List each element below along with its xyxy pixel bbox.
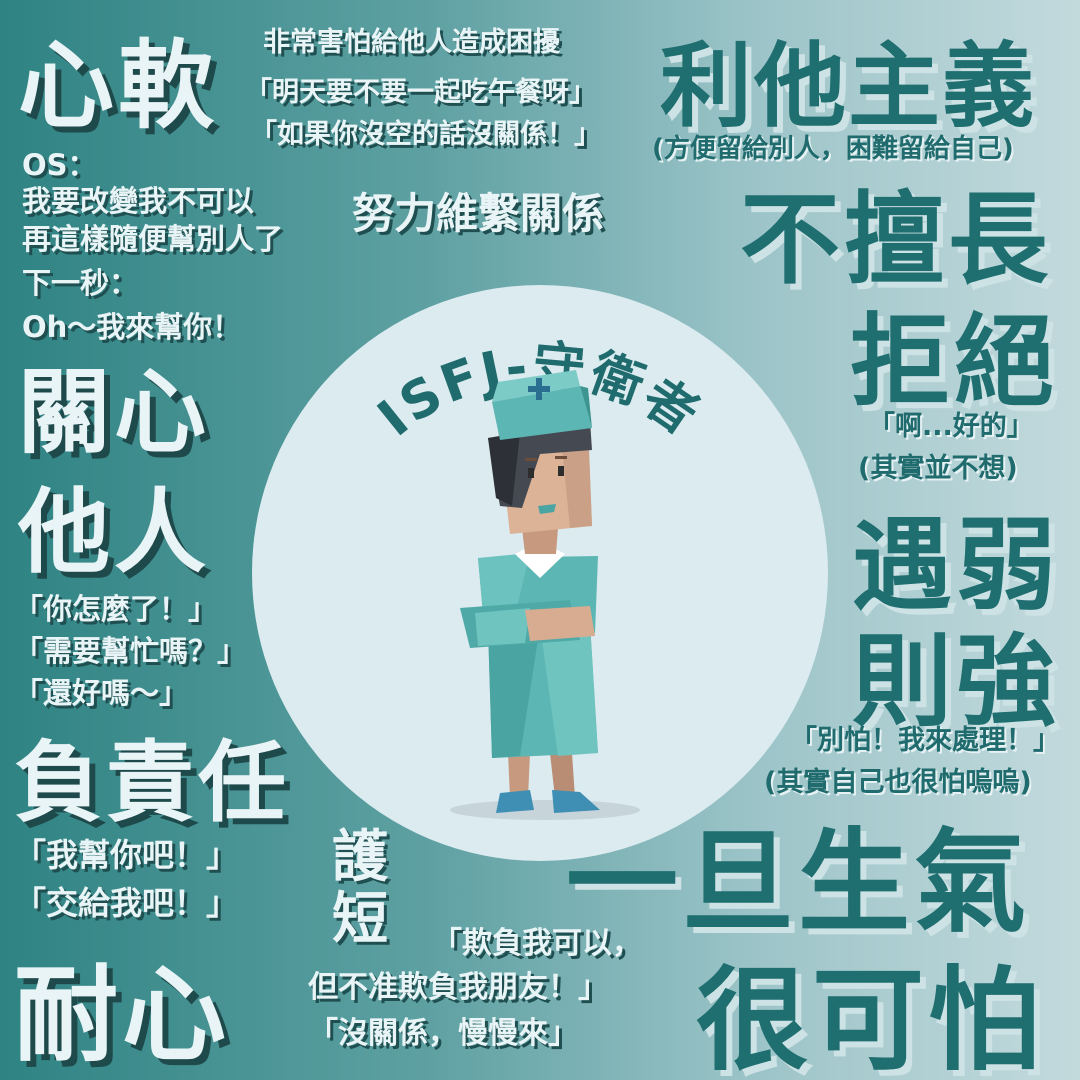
- os-line-2: 再這樣隨便幫別人了: [22, 222, 284, 256]
- scared-note: (其實自己也很怕嗚嗚): [764, 767, 1032, 798]
- slowly-quote: 「沒關係，慢慢來」: [308, 1016, 578, 1051]
- bully-quote-2: 但不准欺負我朋友！」: [308, 970, 608, 1005]
- no-time-text: 「如果你沒空的話沒關係！」: [250, 119, 601, 150]
- soft-heart-heading: 心軟: [18, 30, 218, 142]
- care-quote-2: 「需要幫忙嗎？」: [14, 634, 247, 668]
- not-good-heading-2: 拒絕: [850, 303, 1058, 420]
- next-second-label: 下一秒：: [22, 266, 139, 300]
- help-you-quote: 「我幫你吧！」: [14, 836, 239, 874]
- protective-char-2: 短: [332, 887, 388, 952]
- lunch-question-text: 「明天要不要一起吃午餐呀」: [245, 77, 596, 108]
- angry-heading-1: 一旦生氣: [566, 818, 1030, 948]
- os-label: OS：: [22, 148, 97, 182]
- oh-help-text: Oh～我來幫你！: [22, 310, 242, 344]
- leave-to-me-quote: 「交給我吧！」: [14, 884, 239, 922]
- nurse-figure: [450, 370, 640, 820]
- os-line-1: 我要改變我不可以: [22, 184, 255, 218]
- not-want-note: (其實並不想): [858, 453, 1018, 484]
- care-quote-1: 「你怎麼了！」: [14, 592, 218, 626]
- protective-char-1: 護: [332, 825, 388, 890]
- maintain-relations-heading: 努力維繫關係: [352, 189, 605, 238]
- dont-fear-quote: 「別怕！我來處理！」: [790, 725, 1060, 756]
- care-heading-1: 關心: [18, 359, 211, 466]
- care-heading-2: 他人: [18, 479, 211, 586]
- weak-heading-2: 則強: [852, 623, 1060, 740]
- responsible-heading: 負責任: [14, 731, 291, 834]
- altruism-heading: 利他主義: [660, 33, 1037, 140]
- ah-ok-quote: 「啊...好的」: [868, 411, 1034, 442]
- weak-heading-1: 遇弱: [852, 507, 1060, 624]
- care-quote-3: 「還好嗎～」: [14, 676, 189, 710]
- not-good-heading-1: 不擅長: [740, 181, 1052, 298]
- patience-heading: 耐心: [14, 954, 231, 1076]
- altruism-note: (方便留給別人，困難留給自己): [652, 134, 1014, 164]
- fear-trouble-text: 非常害怕給他人造成困擾: [263, 27, 560, 58]
- bully-quote-1: 「欺負我可以，: [432, 926, 642, 961]
- angry-heading-2: 很可怕: [696, 956, 1044, 1080]
